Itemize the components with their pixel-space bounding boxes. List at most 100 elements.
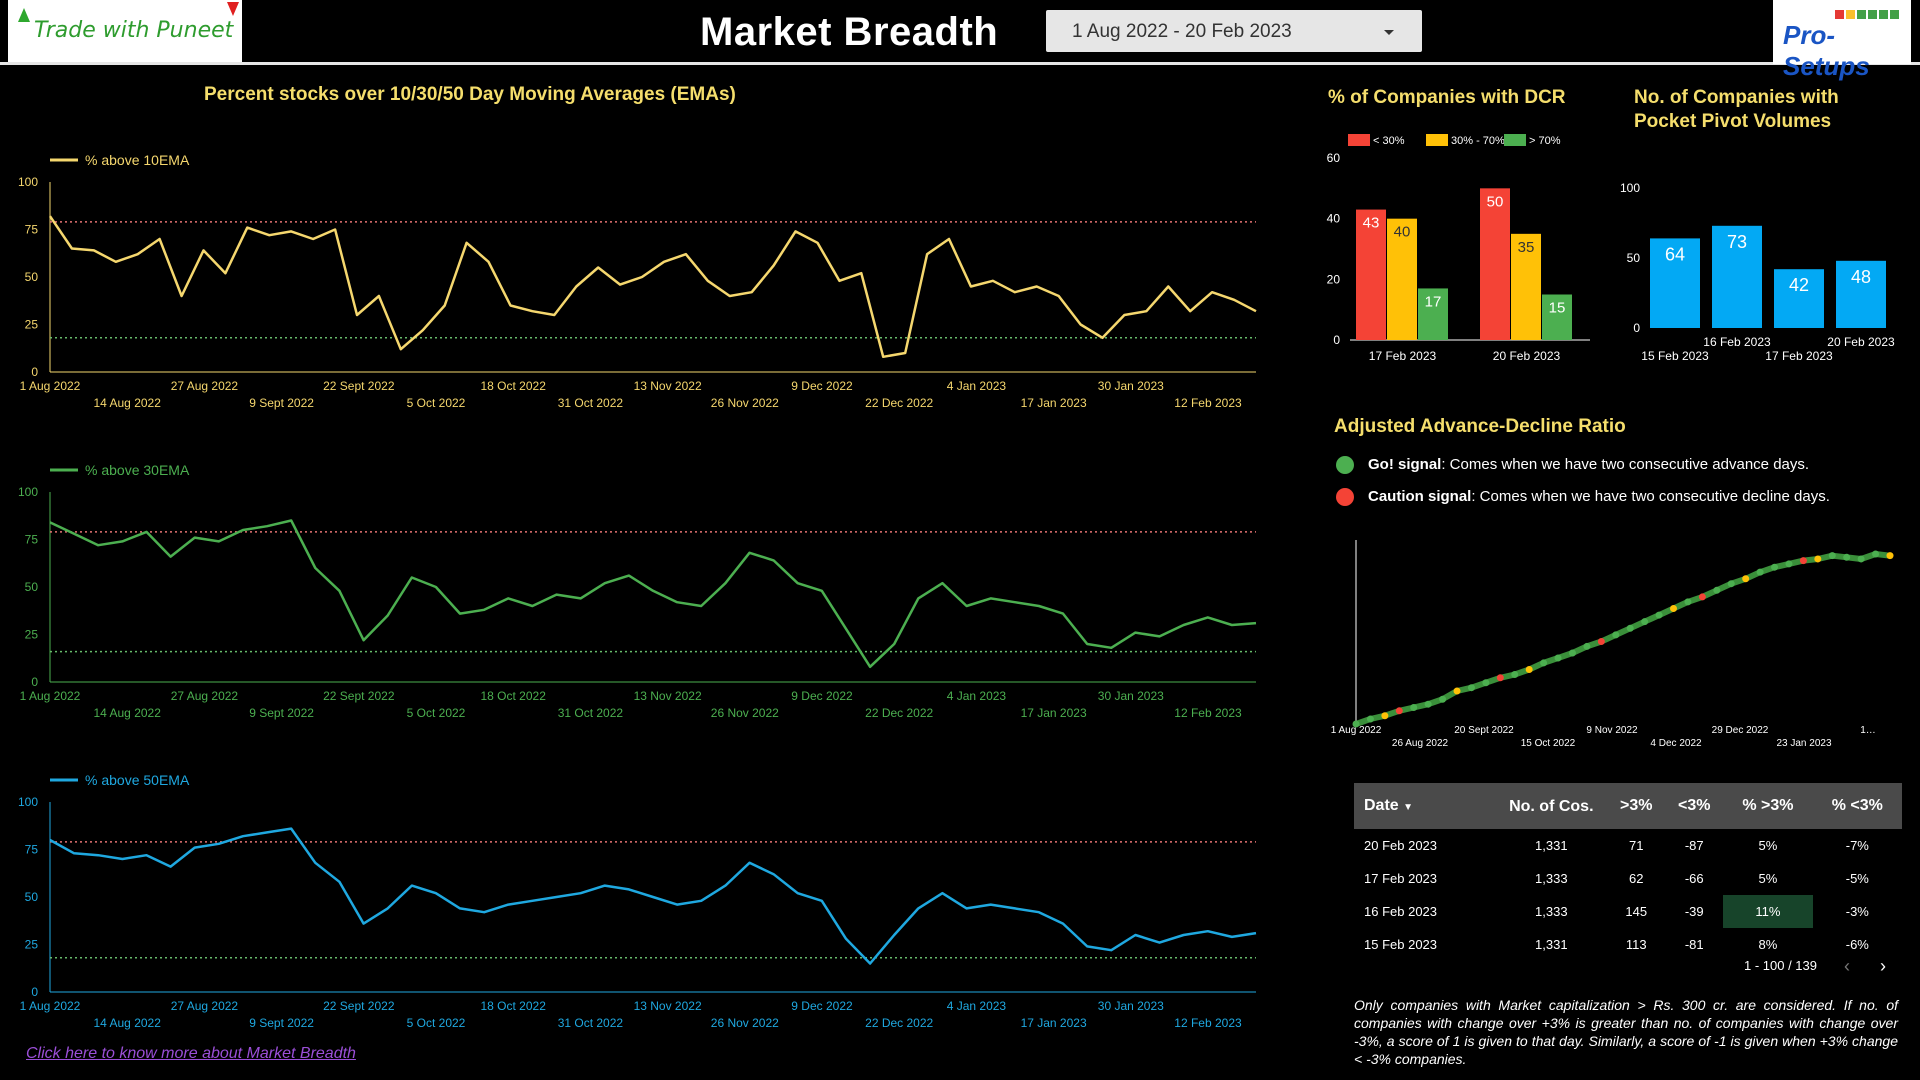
chevron-right-icon[interactable]: › — [1880, 956, 1886, 976]
series-line — [49, 519, 1257, 669]
data-label: 15 — [1549, 300, 1566, 317]
bar — [1836, 260, 1886, 328]
signal-point — [1713, 586, 1721, 594]
go-signal-label: Go! signal — [1368, 456, 1442, 473]
signal-point — [1886, 552, 1894, 560]
bars-icon — [1835, 6, 1901, 24]
signal-point — [1828, 552, 1836, 560]
x-tick-label: 16 Feb 2023 — [1703, 335, 1771, 349]
table-row: 15 Feb 2023 1,331 113 -81 8% -6% — [1354, 928, 1902, 961]
x-tick-label: 22 Sept 2022 — [323, 379, 395, 393]
y-tick-label: 0 — [1633, 321, 1640, 335]
ad-ratio-chart: 1 Aug 2022 26 Aug 2022 20 Sept 2022 15 Oct … — [1331, 540, 1894, 749]
x-tick-label: 4 Jan 2023 — [947, 379, 1007, 393]
y-tick-label: 100 — [18, 795, 38, 809]
signal-point — [1410, 703, 1418, 711]
signal-point — [1366, 715, 1374, 723]
x-tick-label: 4 Jan 2023 — [947, 999, 1007, 1013]
cell-pct-gt3: 5% — [1758, 871, 1778, 886]
y-tick-label: 60 — [1327, 151, 1341, 165]
series-line — [49, 827, 1257, 965]
data-label: 50 — [1487, 193, 1504, 210]
x-tick-label: 1… — [1860, 725, 1876, 736]
x-tick-label: 22 Sept 2022 — [323, 689, 395, 703]
y-tick-label: 75 — [25, 533, 39, 547]
signal-point — [1568, 649, 1576, 657]
x-tick-label: 1 Aug 2022 — [20, 379, 81, 393]
signal-point — [1742, 575, 1750, 583]
y-tick-label: 20 — [1327, 272, 1341, 286]
pct-gt3-column-header[interactable]: % >3% — [1723, 783, 1813, 829]
table-pager: 1 - 100 / 139 ‹ › — [1744, 956, 1886, 976]
cell-pct-lt3: -3% — [1845, 904, 1869, 919]
signal-point — [1439, 695, 1447, 703]
pct-lt3-column-header[interactable]: % <3% — [1812, 783, 1902, 829]
signal-point — [1670, 604, 1678, 612]
x-tick-label: 22 Dec 2022 — [865, 1016, 933, 1030]
chevron-left-icon[interactable]: ‹ — [1844, 956, 1850, 976]
ema-section-title: Percent stocks over 10/30/50 Day Moving … — [204, 84, 736, 105]
bar — [1774, 269, 1824, 328]
y-tick-label: 50 — [25, 890, 39, 904]
x-tick-label: 27 Aug 2022 — [171, 379, 239, 393]
signal-point — [1352, 720, 1360, 728]
x-tick-label: 26 Nov 2022 — [711, 396, 779, 410]
caution-signal-desc: : Comes when we have two consecutive dec… — [1471, 488, 1830, 505]
brand-logo-right[interactable]: Pro-Setups — [1773, 0, 1911, 81]
x-tick-label: 23 Jan 2023 — [1776, 738, 1831, 749]
signal-point — [1424, 700, 1432, 708]
x-tick-label: 17 Jan 2023 — [1021, 396, 1087, 410]
signal-point — [1698, 593, 1706, 601]
learn-more-link[interactable]: Click here to know more about Market Bre… — [26, 1045, 356, 1062]
y-tick-label: 40 — [1327, 212, 1341, 226]
x-tick-label: 17 Feb 2023 — [1765, 349, 1833, 363]
signal-point — [1684, 598, 1692, 606]
chevron-down-icon — [1384, 30, 1394, 35]
page-title: Market Breadth — [700, 10, 999, 54]
x-tick-label: 18 Oct 2022 — [481, 379, 547, 393]
x-tick-label: 22 Sept 2022 — [323, 999, 395, 1013]
bar — [1356, 209, 1386, 340]
x-tick-label: 13 Nov 2022 — [634, 379, 702, 393]
legend-label: % above 50EMA — [85, 772, 190, 788]
gt3-column-header[interactable]: >3% — [1607, 783, 1666, 829]
cell-cos: 1,331 — [1535, 838, 1568, 853]
brand-logo-left[interactable]: Trade with Puneet — [8, 0, 242, 62]
caution-signal-label: Caution signal — [1368, 488, 1472, 505]
x-tick-label: 27 Aug 2022 — [171, 689, 239, 703]
legend-swatch — [1426, 134, 1448, 146]
bar — [1542, 294, 1572, 340]
bar — [1387, 218, 1417, 340]
cell-gt3: 145 — [1625, 904, 1648, 919]
x-tick-label: 31 Oct 2022 — [558, 706, 624, 720]
cell-pct-lt3: -7% — [1845, 838, 1869, 853]
arrow-down-icon — [227, 2, 239, 16]
x-tick-label: 18 Oct 2022 — [481, 999, 547, 1013]
signal-point — [1655, 611, 1663, 619]
signal-point — [1583, 642, 1591, 650]
date-range-picker[interactable]: 1 Aug 2022 - 20 Feb 2023 — [1046, 10, 1422, 52]
lt3-column-header[interactable]: <3% — [1665, 783, 1724, 829]
x-tick-label: 5 Oct 2022 — [407, 706, 466, 720]
x-tick-label: 29 Dec 2022 — [1712, 725, 1769, 736]
date-column-header[interactable]: Date ▼ — [1354, 783, 1496, 829]
x-tick-label: 12 Feb 2023 — [1174, 396, 1242, 410]
go-signal-desc: : Comes when we have two consecutive adv… — [1441, 456, 1810, 473]
legend-label: > 70% — [1529, 135, 1561, 147]
signal-point — [1843, 553, 1851, 561]
y-tick-label: 75 — [25, 223, 39, 237]
data-label: 35 — [1518, 239, 1535, 256]
x-tick-label: 15 Oct 2022 — [1521, 738, 1576, 749]
x-tick-label: 9 Dec 2022 — [791, 999, 853, 1013]
x-tick-label: 15 Feb 2023 — [1641, 349, 1709, 363]
signal-point — [1756, 568, 1764, 576]
arrow-up-icon — [18, 8, 30, 22]
pocket-pivot-title: No. of Companies with Pocket Pivot Volum… — [1634, 87, 1839, 132]
methodology-note: Only companies with Market capitalizatio… — [1354, 997, 1898, 1067]
y-tick-label: 50 — [25, 270, 39, 284]
table-header-row: Date ▼ No. of Cos. >3% <3% % >3% % <3% — [1354, 783, 1902, 829]
red-dot-icon — [1336, 488, 1354, 507]
y-tick-label: 100 — [18, 175, 38, 189]
cos-column-header[interactable]: No. of Cos. — [1495, 783, 1608, 829]
y-tick-label: 0 — [31, 365, 38, 379]
